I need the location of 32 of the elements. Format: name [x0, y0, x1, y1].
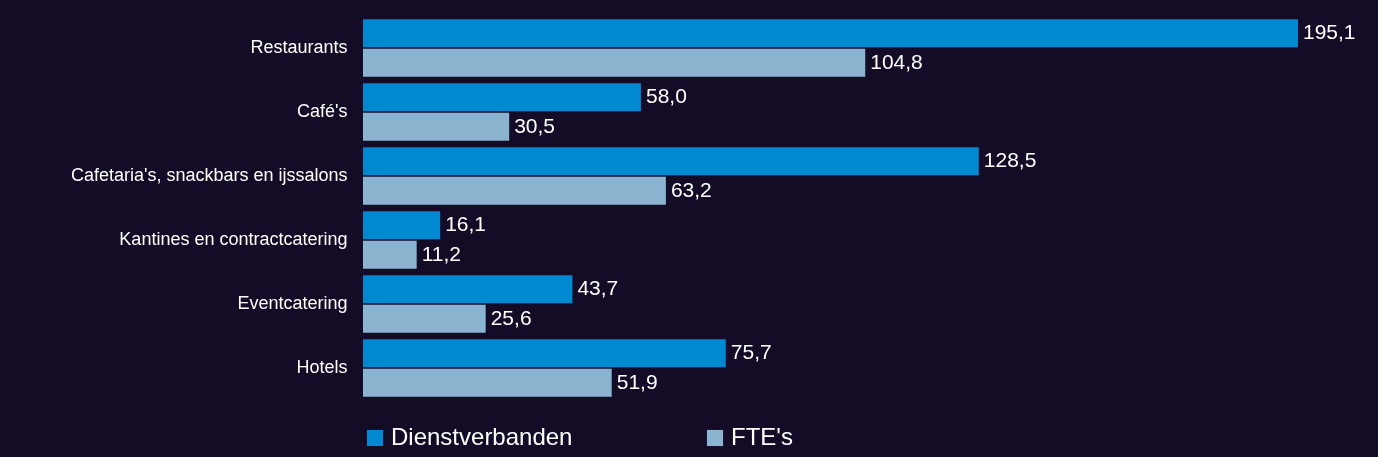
legend-label: Dienstverbanden	[391, 423, 573, 450]
bar	[363, 112, 510, 141]
legend-label: FTE's	[731, 423, 793, 450]
data-label: 11,2	[421, 241, 461, 265]
bar	[363, 339, 726, 368]
data-label: 25,6	[490, 305, 532, 329]
y-tick-label: Café's	[297, 101, 348, 121]
data-label: 30,5	[514, 113, 556, 137]
data-label: 128,5	[983, 148, 1037, 172]
y-tick-label: Hotels	[296, 357, 348, 377]
bar	[363, 304, 486, 333]
y-tick-label: Kantines en contractcatering	[119, 229, 348, 249]
y-tick-label: Restaurants	[250, 37, 348, 57]
bar	[363, 147, 979, 176]
data-label: 104,8	[870, 49, 923, 73]
data-label: 63,2	[670, 177, 712, 201]
bar	[363, 275, 573, 304]
y-tick-label: Eventcatering	[237, 293, 348, 313]
data-label: 51,9	[616, 369, 658, 393]
bar	[363, 368, 612, 397]
data-label: 195,1	[1303, 20, 1356, 44]
bar	[363, 176, 666, 205]
data-label: 75,7	[730, 340, 772, 364]
bar	[363, 83, 641, 112]
bar	[363, 240, 417, 269]
data-label: 58,0	[645, 84, 687, 108]
bar	[363, 48, 866, 77]
data-label: 43,7	[577, 276, 619, 300]
bar	[363, 211, 441, 240]
data-label: 16,1	[445, 212, 487, 236]
bar	[363, 19, 1298, 48]
y-tick-label: Cafetaria's, snackbars en ijssalons	[70, 165, 348, 185]
